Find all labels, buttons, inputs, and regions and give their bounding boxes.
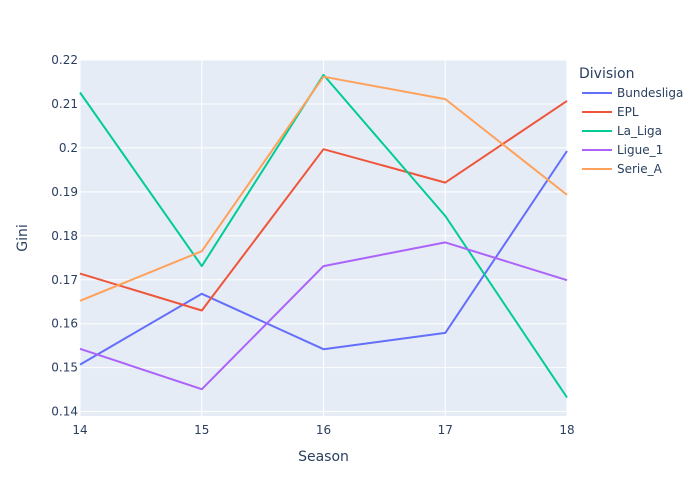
x-tick-label: 15 [194,423,209,437]
legend-item-label: EPL [617,105,639,119]
series-lines [79,73,568,399]
x-tick-label: 14 [72,423,87,437]
series-line-ligue-1 [79,241,568,391]
y-tick-label: 0.17 [51,273,78,287]
y-axis-ticks: 0.14 0.15 0.16 0.17 0.18 0.19 0.2 0.21 0.22 [51,53,78,419]
legend: Division Bundesliga EPL La_Liga Ligue_1 Seri… [579,66,683,176]
x-axis-ticks: 14 15 16 17 18 [72,423,574,437]
series-line-epl [79,100,568,312]
y-tick-label: 0.15 [51,361,78,375]
legend-item-label: La_Liga [617,124,662,138]
y-tick-label: 0.14 [51,405,78,419]
legend-title: Division [579,66,634,82]
y-tick-label: 0.22 [51,53,78,67]
y-tick-label: 0.2 [59,141,78,155]
y-tick-label: 0.16 [51,317,78,331]
series-line-la-liga [79,73,568,399]
x-tick-label: 18 [559,423,574,437]
y-tick-label: 0.21 [51,97,78,111]
series-line-serie-a [79,75,568,302]
legend-item-label: Serie_A [617,162,663,176]
y-axis-title: Gini [15,224,31,252]
legend-item-label: Bundesliga [617,86,683,100]
x-axis-title: Season [298,449,349,465]
legend-item-label: Ligue_1 [617,143,663,157]
series-line-bundesliga [79,150,568,366]
y-tick-label: 0.18 [51,229,78,243]
grid [79,59,568,416]
x-tick-label: 17 [438,423,453,437]
x-tick-label: 16 [316,423,331,437]
y-tick-label: 0.19 [51,185,78,199]
